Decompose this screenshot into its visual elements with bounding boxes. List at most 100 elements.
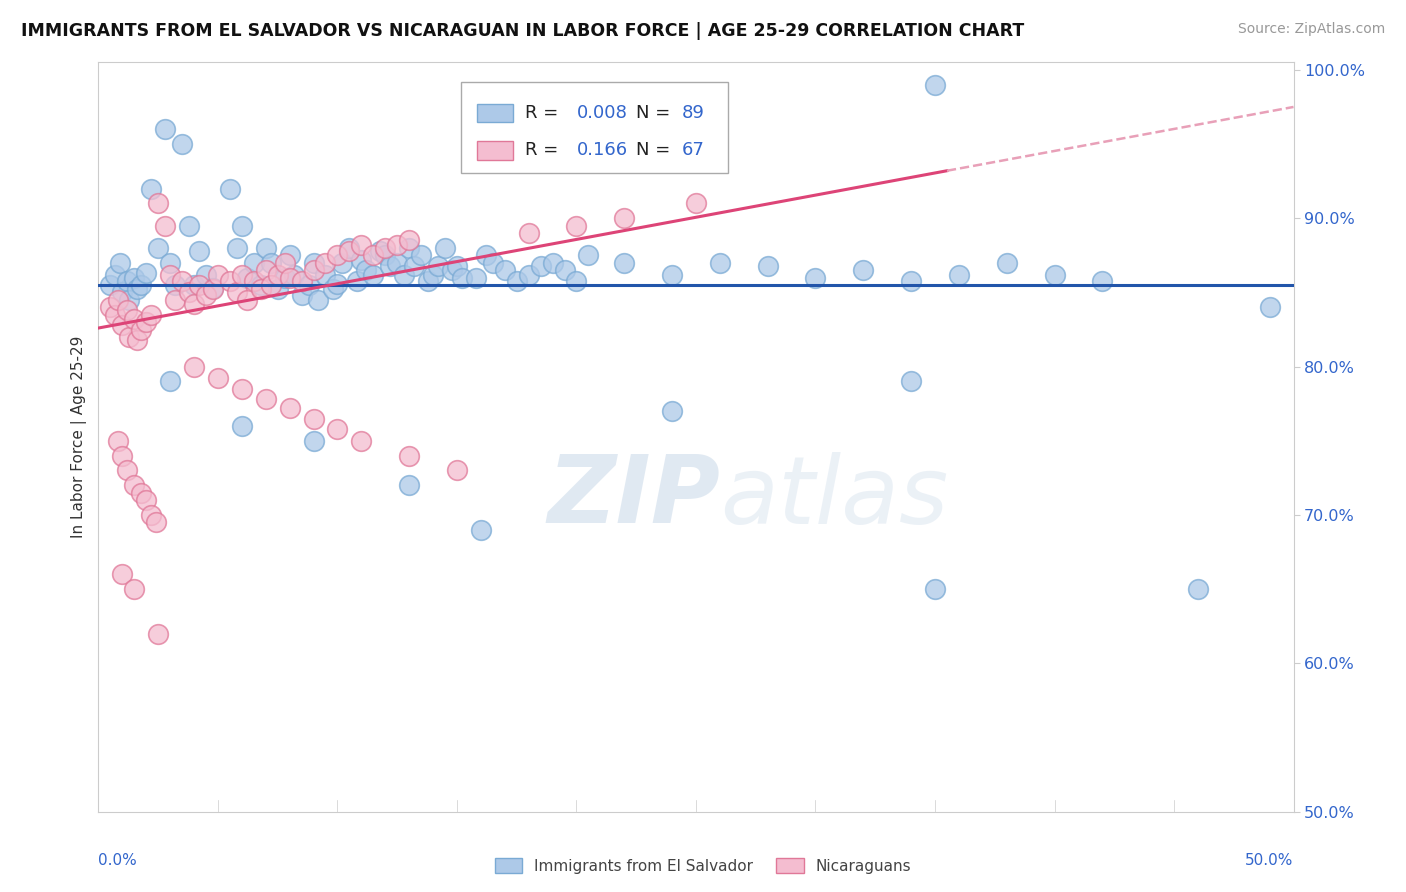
Text: ZIP: ZIP [547, 451, 720, 543]
Text: N =: N = [636, 103, 676, 121]
Text: N =: N = [636, 141, 676, 159]
Point [517, 226, 540, 240]
Point [278, 248, 301, 262]
Text: 89: 89 [682, 103, 704, 121]
Point [506, 274, 529, 288]
Point [111, 449, 134, 463]
Point [125, 282, 148, 296]
Point [291, 274, 314, 288]
Point [111, 285, 134, 300]
Text: atlas: atlas [720, 451, 948, 542]
Point [446, 259, 468, 273]
Bar [477, 103, 513, 122]
Y-axis label: In Labor Force | Age 25-29: In Labor Force | Age 25-29 [72, 336, 87, 538]
Point [125, 333, 148, 347]
Point [411, 248, 433, 262]
Point [219, 274, 242, 288]
Point [226, 241, 249, 255]
Point [135, 266, 157, 280]
Point [259, 256, 281, 270]
Text: R =: R = [524, 141, 564, 159]
Text: 50.0%: 50.0% [1246, 853, 1294, 868]
Point [131, 278, 153, 293]
Point [1187, 582, 1209, 596]
Text: IMMIGRANTS FROM EL SALVADOR VS NICARAGUAN IN LABOR FORCE | AGE 25-29 CORRELATION: IMMIGRANTS FROM EL SALVADOR VS NICARAGUA… [21, 22, 1025, 40]
Point [398, 234, 420, 248]
Point [685, 196, 707, 211]
Point [394, 268, 416, 282]
Point [350, 252, 373, 267]
Point [179, 219, 201, 233]
Point [302, 411, 325, 425]
Point [565, 219, 588, 233]
Point [450, 270, 472, 285]
Point [852, 263, 875, 277]
Point [924, 582, 946, 596]
Point [350, 238, 373, 252]
Point [226, 285, 249, 300]
Point [183, 359, 205, 374]
Point [202, 282, 225, 296]
Text: R =: R = [524, 103, 564, 121]
Point [135, 493, 157, 508]
Point [115, 274, 138, 288]
Point [107, 434, 129, 448]
Point [385, 256, 409, 270]
Point [326, 422, 349, 436]
Point [339, 244, 361, 258]
Point [124, 270, 146, 285]
Point [661, 268, 683, 282]
Point [613, 256, 636, 270]
Point [995, 256, 1018, 270]
Point [98, 300, 122, 314]
Point [1043, 268, 1066, 282]
Point [398, 478, 420, 492]
Point [283, 268, 305, 282]
Point [231, 268, 253, 282]
Point [207, 371, 229, 385]
Point [145, 516, 167, 530]
Point [250, 278, 273, 293]
Point [402, 259, 425, 273]
Point [159, 375, 181, 389]
Point [195, 288, 218, 302]
Point [354, 263, 377, 277]
Point [267, 282, 290, 296]
Point [441, 263, 464, 277]
Point [298, 278, 321, 293]
Point [1258, 300, 1281, 314]
Point [235, 293, 257, 307]
Point [107, 293, 129, 307]
Point [465, 270, 488, 285]
Point [541, 256, 564, 270]
Point [267, 268, 290, 282]
Point [470, 523, 492, 537]
Point [231, 419, 253, 434]
Point [291, 288, 314, 302]
Point [202, 281, 225, 295]
Text: 0.0%: 0.0% [98, 853, 138, 868]
Point [159, 268, 181, 282]
Point [363, 248, 385, 262]
Point [709, 256, 731, 270]
Point [179, 285, 201, 300]
FancyBboxPatch shape [461, 82, 728, 173]
Point [378, 259, 401, 273]
Point [118, 330, 141, 344]
Legend: Immigrants from El Salvador, Nicaraguans: Immigrants from El Salvador, Nicaraguans [488, 852, 918, 880]
Point [139, 181, 162, 195]
Point [385, 238, 409, 252]
Point [98, 278, 122, 293]
Point [278, 270, 301, 285]
Point [426, 259, 449, 273]
Point [398, 241, 420, 255]
Point [756, 259, 779, 273]
Point [374, 241, 396, 255]
Point [398, 449, 420, 463]
Point [148, 626, 170, 640]
Point [115, 463, 138, 477]
Point [124, 582, 146, 596]
Point [330, 256, 353, 270]
Point [124, 312, 146, 326]
Bar [477, 141, 513, 160]
